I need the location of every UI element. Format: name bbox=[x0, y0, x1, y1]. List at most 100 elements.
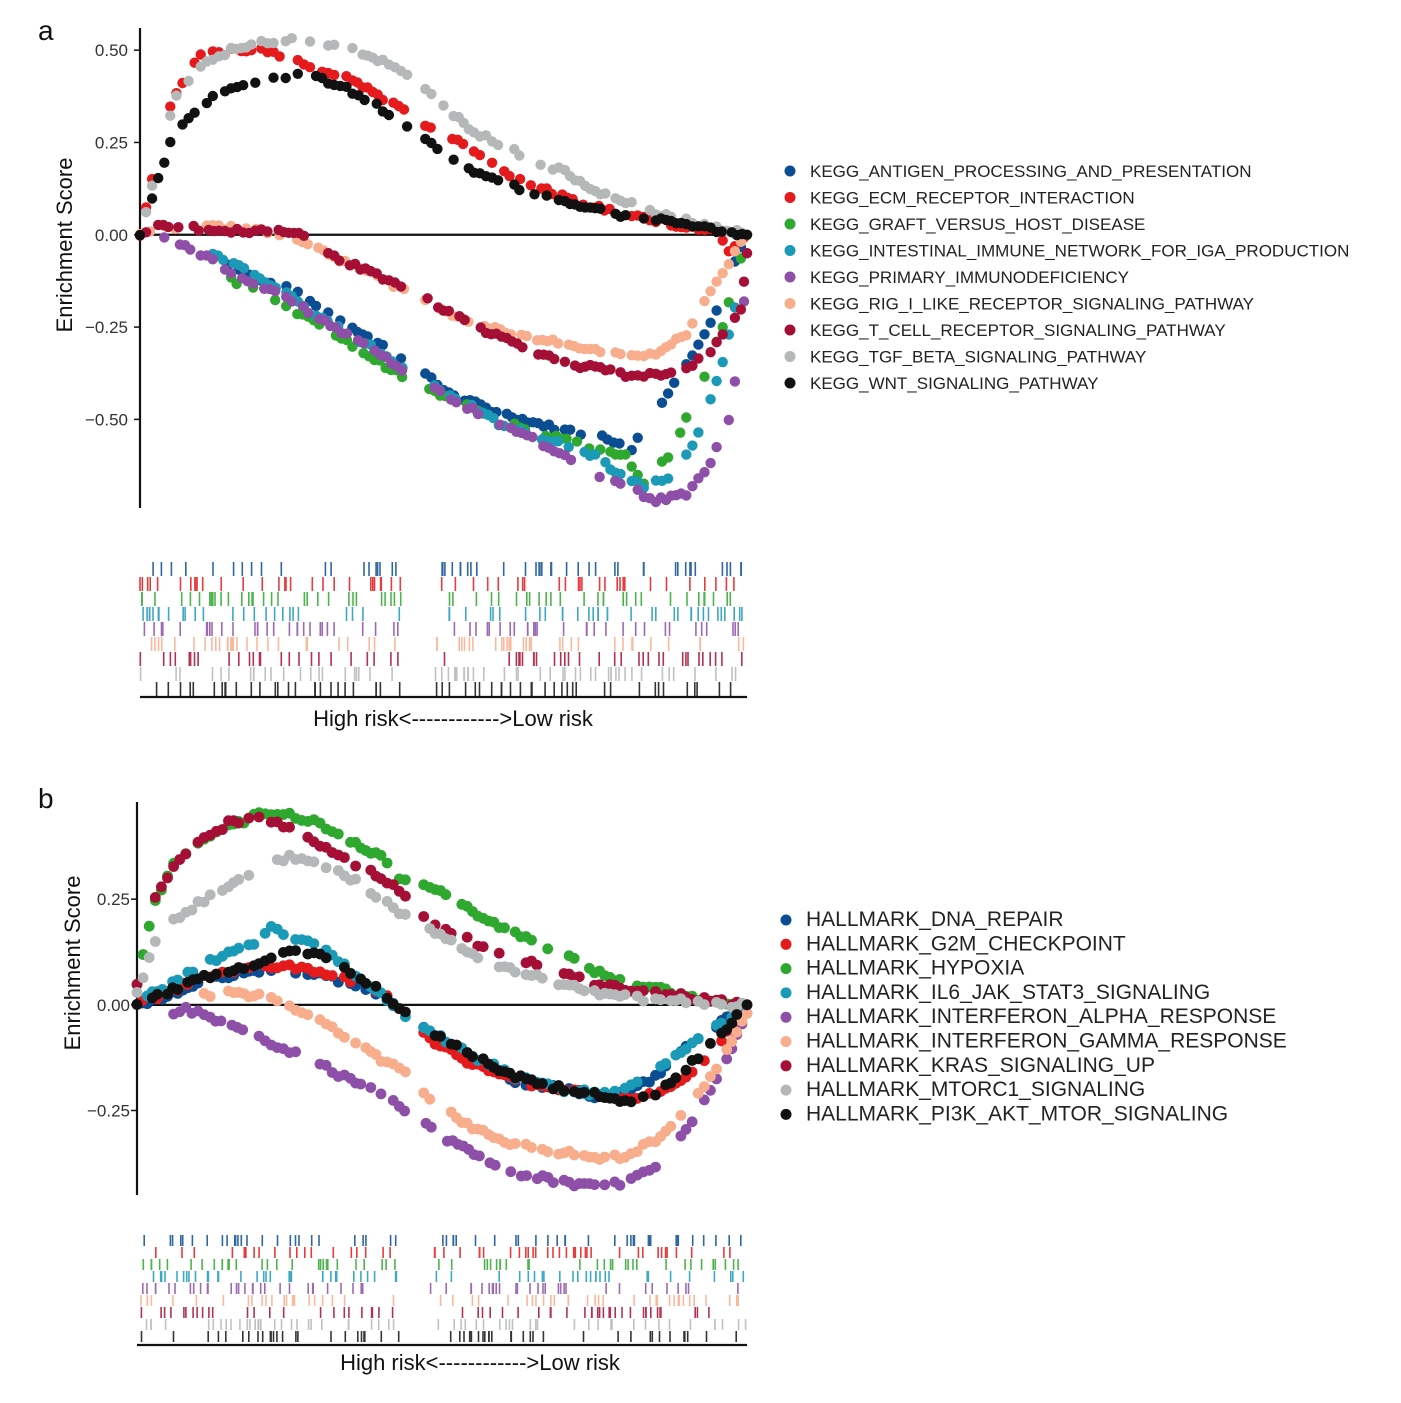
point bbox=[656, 397, 668, 408]
point bbox=[568, 952, 580, 964]
point bbox=[542, 943, 554, 955]
x-axis-title: High risk<------------>Low risk bbox=[340, 1350, 621, 1375]
series-kegg-tgf-beta-signaling-pathway bbox=[140, 33, 753, 240]
point bbox=[578, 985, 590, 997]
legend-label: KEGG_PRIMARY_IMMUNODEFICIENCY bbox=[810, 268, 1129, 287]
point bbox=[731, 1009, 743, 1020]
point bbox=[302, 238, 313, 250]
point bbox=[265, 952, 277, 964]
point bbox=[565, 424, 576, 435]
point bbox=[615, 348, 626, 360]
point bbox=[341, 81, 352, 93]
panel-a-letter: a bbox=[38, 15, 54, 46]
point bbox=[131, 999, 143, 1010]
legend-label: KEGG_GRAFT_VERSUS_HOST_DISEASE bbox=[810, 215, 1145, 234]
point bbox=[680, 1064, 692, 1076]
legend-label: KEGG_RIG_I_LIKE_RECEPTOR_SIGNALING_PATHW… bbox=[810, 295, 1254, 314]
series-hallmark-pi3k-akt-mtor-signaling bbox=[131, 945, 753, 1108]
point bbox=[259, 927, 271, 939]
point bbox=[286, 33, 297, 44]
point bbox=[687, 318, 698, 329]
series-hallmark-kras-signaling-up bbox=[131, 811, 753, 1011]
point bbox=[365, 1082, 377, 1093]
point bbox=[504, 170, 515, 182]
point bbox=[558, 1085, 570, 1097]
point bbox=[360, 978, 372, 989]
point bbox=[201, 97, 212, 109]
point bbox=[398, 104, 410, 115]
legend-label: KEGG_WNT_SIGNALING_PATHWAY bbox=[810, 374, 1098, 393]
panel-b-letter: b bbox=[38, 783, 54, 814]
point bbox=[716, 1035, 727, 1047]
point bbox=[308, 856, 320, 868]
point bbox=[219, 49, 231, 61]
point bbox=[680, 997, 692, 1009]
legend-marker bbox=[780, 1084, 792, 1096]
point bbox=[425, 1121, 437, 1133]
point bbox=[302, 1009, 314, 1021]
point bbox=[467, 1051, 478, 1063]
point bbox=[253, 811, 265, 823]
rug-row-kegg-t-cell-receptor-signaling-pathway bbox=[139, 652, 743, 666]
point bbox=[457, 138, 469, 150]
point bbox=[535, 159, 546, 170]
legend-marker bbox=[780, 963, 792, 975]
point bbox=[268, 37, 279, 49]
point bbox=[741, 248, 753, 259]
point bbox=[233, 874, 245, 885]
point bbox=[472, 952, 484, 964]
point bbox=[693, 427, 704, 438]
point bbox=[565, 454, 577, 466]
point bbox=[395, 281, 407, 292]
point bbox=[172, 984, 184, 995]
point bbox=[195, 49, 206, 60]
y-tick-label: −0.25 bbox=[85, 318, 128, 337]
point bbox=[341, 328, 353, 339]
point bbox=[204, 991, 216, 1002]
point bbox=[304, 36, 316, 47]
point bbox=[247, 278, 259, 289]
point bbox=[151, 988, 163, 1000]
point bbox=[383, 109, 395, 121]
point bbox=[350, 1037, 361, 1049]
point bbox=[705, 286, 716, 297]
point bbox=[681, 490, 692, 501]
point bbox=[735, 304, 747, 315]
point bbox=[662, 452, 674, 463]
point bbox=[233, 942, 245, 954]
point bbox=[699, 329, 710, 340]
point bbox=[238, 263, 250, 274]
legend-marker bbox=[780, 938, 792, 950]
point bbox=[531, 959, 543, 971]
point bbox=[189, 107, 200, 118]
point bbox=[153, 172, 164, 184]
point bbox=[509, 1138, 521, 1149]
point bbox=[729, 246, 741, 257]
point bbox=[705, 1038, 716, 1049]
point bbox=[163, 221, 174, 233]
point bbox=[320, 952, 332, 964]
point bbox=[489, 1159, 501, 1171]
point bbox=[375, 849, 387, 861]
legend-marker bbox=[780, 1108, 792, 1120]
point bbox=[547, 1177, 559, 1188]
legend-marker bbox=[784, 271, 796, 283]
point bbox=[571, 436, 583, 447]
point bbox=[268, 72, 279, 83]
point bbox=[699, 371, 710, 382]
point bbox=[692, 1033, 704, 1044]
point bbox=[350, 860, 361, 872]
point bbox=[290, 1046, 301, 1058]
series-kegg-wnt-signaling-pathway bbox=[134, 68, 753, 241]
point bbox=[198, 896, 210, 908]
rug-row-kegg-tgf-beta-signaling-pathway bbox=[139, 667, 737, 681]
point bbox=[218, 254, 229, 266]
point bbox=[526, 1142, 537, 1153]
point bbox=[422, 293, 433, 304]
point bbox=[619, 989, 631, 1000]
legend-label: KEGG_ANTIGEN_PROCESSING_AND_PRESENTATION bbox=[810, 162, 1251, 181]
point bbox=[692, 1053, 704, 1065]
point bbox=[655, 994, 666, 1006]
rug-row-kegg-primary-immunodeficiency bbox=[143, 622, 740, 636]
point bbox=[521, 330, 532, 342]
